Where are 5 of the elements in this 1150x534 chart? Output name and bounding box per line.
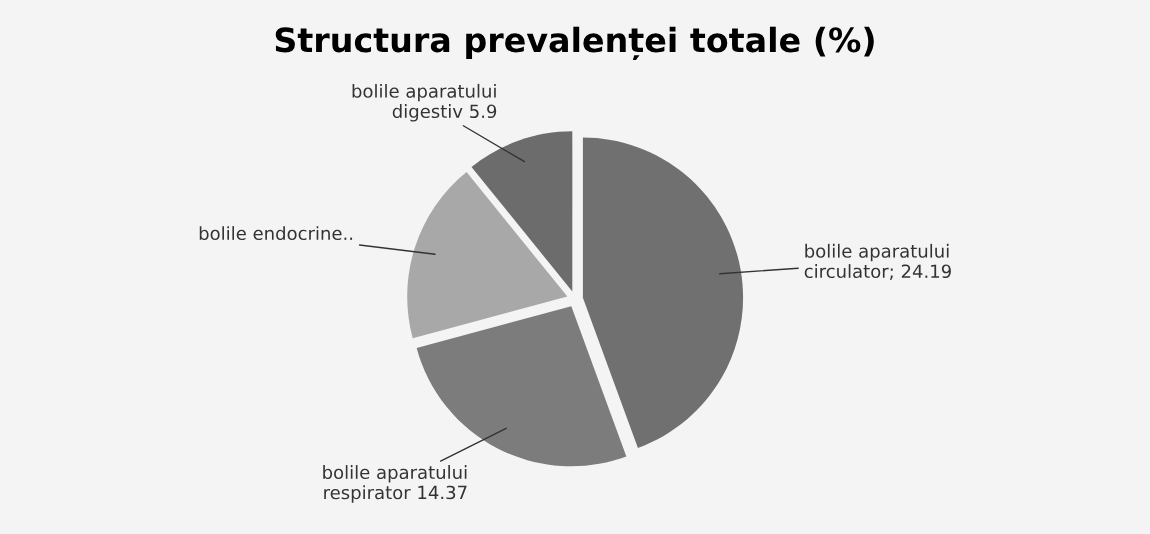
chart-title: Structura prevalenței totale (%) xyxy=(275,26,874,60)
slice-label: bolile endocrine.. xyxy=(199,226,353,241)
slice-label: bolile aparatului respirator 14.37 xyxy=(323,465,467,503)
slice-label: bolile aparatului circulator; 24.19 xyxy=(804,243,951,280)
slice-label: bolile aparatului digestiv 5.9 xyxy=(352,83,497,122)
